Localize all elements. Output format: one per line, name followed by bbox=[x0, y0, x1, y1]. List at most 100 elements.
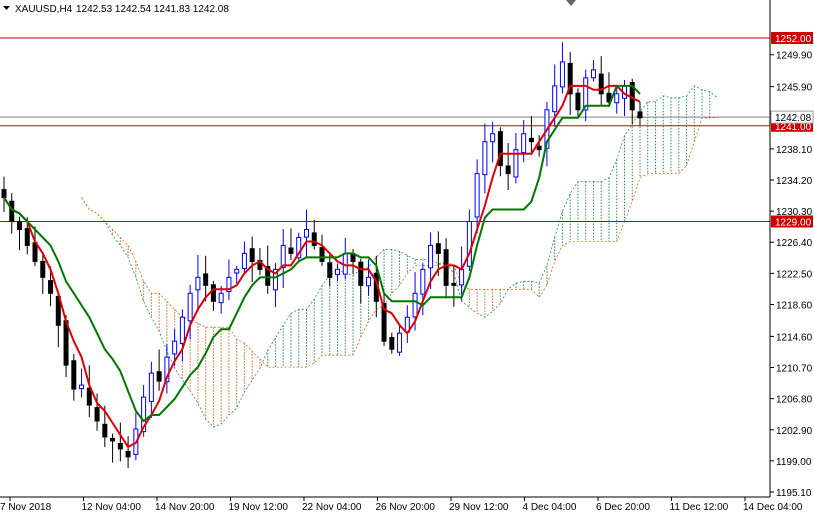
bull-candle-body bbox=[459, 268, 465, 286]
kijun-sen-line bbox=[3, 84, 641, 423]
bull-candle-body bbox=[218, 292, 224, 304]
y-tick-label: 1249.90 bbox=[776, 51, 813, 62]
bear-candle-body bbox=[156, 371, 162, 382]
y-tick-label: 1238.10 bbox=[776, 145, 813, 156]
bull-candle-body bbox=[590, 69, 596, 79]
level-label: 1241.00 bbox=[775, 122, 812, 133]
bear-candle-body bbox=[358, 261, 364, 286]
bear-candle-body bbox=[319, 247, 325, 262]
bull-candle-body bbox=[179, 316, 185, 344]
bear-candle-body bbox=[598, 73, 604, 95]
time-axis: 7 Nov 2018 12 Nov 04:00 14 Nov 20:00 19 Nov… bbox=[0, 497, 803, 513]
bull-candle-body bbox=[148, 372, 154, 402]
x-tick-label: 29 Nov 12:00 bbox=[449, 502, 509, 513]
x-tick-label: 4 Dec 04:00 bbox=[523, 502, 577, 513]
y-tick-label: 1206.80 bbox=[776, 395, 813, 406]
bear-candle-body bbox=[1, 189, 7, 199]
bear-candle-body bbox=[637, 111, 643, 119]
bull-candle-body bbox=[303, 228, 309, 238]
bull-candle-body bbox=[272, 268, 278, 291]
bull-candle-body bbox=[559, 61, 565, 88]
bear-candle-body bbox=[497, 131, 503, 167]
bull-candle-body bbox=[141, 396, 147, 433]
bull-candle-body bbox=[474, 173, 480, 218]
bear-candle-body bbox=[505, 165, 511, 175]
dropdown-triangle-icon[interactable] bbox=[3, 6, 10, 10]
y-tick-label: 1230.30 bbox=[776, 207, 813, 218]
bear-candle-body bbox=[117, 442, 123, 450]
bear-candle-body bbox=[110, 437, 116, 442]
x-tick-label: 6 Dec 20:00 bbox=[596, 502, 650, 513]
senkou-span-a-line bbox=[81, 85, 718, 428]
bear-candle-body bbox=[528, 137, 534, 143]
bear-candle-body bbox=[94, 407, 100, 422]
bull-candle-body bbox=[490, 133, 496, 143]
bull-candle-body bbox=[195, 276, 201, 291]
bull-candle-body bbox=[466, 221, 472, 267]
y-tick-label: 1199.00 bbox=[776, 457, 812, 468]
bear-candle-body bbox=[24, 228, 30, 246]
bear-candle-body bbox=[32, 242, 38, 262]
ohlc-readout: 1242.53 1242.54 1241.83 1242.08 bbox=[76, 4, 229, 15]
bear-candle-body bbox=[71, 360, 77, 390]
x-tick-label: 7 Nov 2018 bbox=[0, 502, 52, 513]
chart-shift-marker-icon[interactable] bbox=[566, 0, 576, 6]
bull-candle-body bbox=[614, 93, 620, 104]
level-label: 1229.00 bbox=[775, 218, 812, 229]
bear-candle-body bbox=[606, 92, 612, 103]
bull-candle-body bbox=[280, 244, 286, 268]
y-tick-label: 1218.60 bbox=[776, 300, 813, 311]
bear-candle-body bbox=[86, 387, 92, 406]
bear-candle-body bbox=[311, 232, 317, 246]
bear-candle-body bbox=[567, 62, 573, 95]
bull-candle-body bbox=[482, 141, 488, 176]
bear-candle-body bbox=[203, 273, 209, 286]
bear-candle-body bbox=[9, 200, 15, 223]
y-tick-label: 1234.20 bbox=[776, 176, 813, 187]
y-tick-label: 1210.70 bbox=[776, 364, 813, 375]
price-axis: 1249.90 1245.90 1238.10 1234.20 1230.30 1226.… bbox=[770, 51, 813, 499]
x-tick-label: 22 Nov 04:00 bbox=[302, 502, 362, 513]
bear-candle-body bbox=[265, 266, 271, 286]
bull-candle-body bbox=[335, 268, 341, 276]
bear-candle-body bbox=[17, 220, 23, 230]
current-price-label: 1242.08 bbox=[775, 113, 812, 124]
bear-candle-body bbox=[40, 260, 46, 278]
bull-candle-body bbox=[397, 332, 403, 353]
bull-candle-body bbox=[187, 292, 193, 322]
bull-candle-body bbox=[513, 149, 519, 178]
bull-candle-body bbox=[241, 252, 247, 270]
bear-candle-body bbox=[536, 145, 542, 151]
level-label: 1252.00 bbox=[775, 34, 812, 45]
bear-candle-body bbox=[102, 423, 108, 438]
bull-candle-body bbox=[164, 356, 170, 383]
bear-candle-body bbox=[125, 450, 131, 458]
bear-candle-body bbox=[389, 337, 395, 350]
horizontal-levels bbox=[0, 37, 770, 223]
bear-candle-body bbox=[249, 248, 255, 262]
x-tick-label: 19 Nov 12:00 bbox=[229, 502, 289, 513]
bear-candle-body bbox=[48, 280, 54, 294]
level-label-box bbox=[771, 31, 813, 44]
bull-candle-body bbox=[226, 276, 232, 293]
y-tick-label: 1214.60 bbox=[776, 332, 813, 343]
level-label-box bbox=[771, 215, 813, 228]
tenkan-sen-line bbox=[3, 84, 641, 449]
bull-candle-body bbox=[521, 133, 527, 154]
bear-candle-body bbox=[435, 243, 441, 254]
x-tick-label: 12 Nov 04:00 bbox=[82, 502, 142, 513]
bear-candle-body bbox=[327, 262, 333, 278]
bull-candle-body bbox=[412, 292, 418, 318]
y-tick-label: 1195.10 bbox=[776, 488, 812, 499]
x-tick-label: 14 Nov 20:00 bbox=[155, 502, 215, 513]
bull-candle-body bbox=[296, 236, 302, 259]
bull-candle-body bbox=[583, 77, 589, 111]
x-tick-label: 14 Dec 04:00 bbox=[743, 502, 803, 513]
bear-candle-body bbox=[210, 284, 216, 302]
ichimoku-lines bbox=[3, 84, 641, 449]
y-tick-label: 1202.90 bbox=[776, 426, 813, 437]
bull-candle-body bbox=[366, 276, 372, 287]
bear-candle-body bbox=[451, 282, 457, 286]
